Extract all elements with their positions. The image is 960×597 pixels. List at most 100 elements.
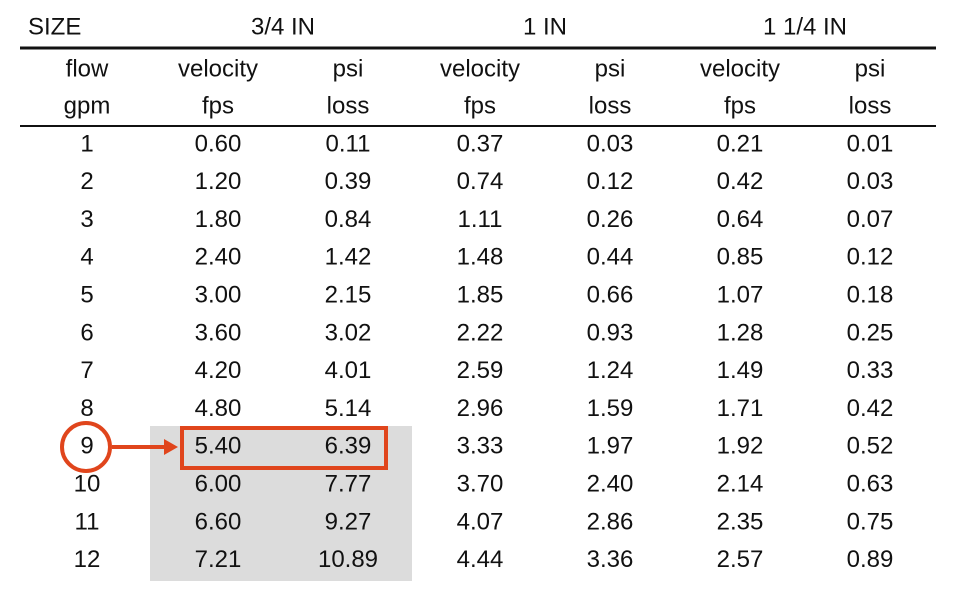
table-cell: 0.60 — [195, 130, 242, 157]
table-cell: 1.28 — [717, 319, 764, 346]
table-cell: 1.71 — [717, 395, 764, 422]
table-cell: 2.22 — [457, 319, 504, 346]
table-cell: 0.01 — [847, 130, 894, 157]
column-header: velocity — [700, 55, 780, 82]
table-cell: 11 — [75, 508, 100, 535]
highlight-circle — [60, 421, 112, 473]
table-cell: 1.11 — [458, 206, 503, 233]
table-cell: 6.00 — [195, 471, 242, 498]
size-header: SIZE — [28, 13, 81, 40]
column-header: psi — [595, 55, 626, 82]
table-cell: 0.85 — [717, 244, 764, 271]
shaded-region — [150, 426, 412, 581]
table-cell: 6 — [80, 319, 93, 346]
column-header: velocity — [440, 55, 520, 82]
table-cell: 3.00 — [195, 282, 242, 309]
table-cell: 0.74 — [457, 168, 504, 195]
table-cell: 2.96 — [457, 395, 504, 422]
table-cell: 4.20 — [195, 357, 242, 384]
table-cell: 0.39 — [325, 168, 372, 195]
table-cell: 7.21 — [195, 546, 242, 573]
column-header: flow — [66, 55, 109, 82]
table-cell: 0.33 — [847, 357, 894, 384]
table-cell: 0.18 — [847, 282, 894, 309]
table-cell: 2.59 — [457, 357, 504, 384]
table-cell: 1.49 — [717, 357, 764, 384]
table-cell: 0.37 — [457, 130, 504, 157]
highlight-box — [180, 426, 388, 470]
table-cell: 4.80 — [195, 395, 242, 422]
table-cell: 1.85 — [457, 282, 504, 309]
table-cell: 1.24 — [587, 357, 634, 384]
table-cell: 0.84 — [325, 206, 372, 233]
table-cell: 0.12 — [847, 244, 894, 271]
column-header: gpm — [64, 92, 111, 119]
table-cell: 0.25 — [847, 319, 894, 346]
table-cell: 6.60 — [195, 508, 242, 535]
table-cell: 5.40 — [195, 433, 242, 460]
column-header: loss — [589, 92, 632, 119]
table-cell: 0.21 — [717, 130, 764, 157]
table-cell: 4 — [80, 244, 93, 271]
table-cell: 1.97 — [587, 433, 634, 460]
table-cell: 12 — [74, 546, 101, 573]
table-cell: 1.80 — [195, 206, 242, 233]
table-cell: 2.57 — [717, 546, 764, 573]
table-cell: 1.59 — [587, 395, 634, 422]
table-cell: 9 — [80, 433, 93, 460]
table-cell: 2.86 — [587, 508, 634, 535]
table-cell: 0.12 — [587, 168, 634, 195]
table-cell: 0.44 — [587, 244, 634, 271]
table-cell: 0.64 — [717, 206, 764, 233]
table-cell: 3 — [80, 206, 93, 233]
table-cell: 0.03 — [587, 130, 634, 157]
table-cell: 2.35 — [717, 508, 764, 535]
table-cell: 1.42 — [325, 244, 372, 271]
table-cell: 0.75 — [847, 508, 894, 535]
table-cell: 2.40 — [587, 471, 634, 498]
table-cell: 10 — [74, 471, 101, 498]
table-cell: 10.89 — [318, 546, 378, 573]
column-header: psi — [333, 55, 364, 82]
column-header: loss — [327, 92, 370, 119]
table-cell: 3.33 — [457, 433, 504, 460]
table-cell: 0.07 — [847, 206, 894, 233]
table-cell: 1.07 — [717, 282, 764, 309]
column-header: loss — [849, 92, 892, 119]
table-cell: 1.20 — [195, 168, 242, 195]
table-cell: 2 — [80, 168, 93, 195]
table-cell: 7.77 — [325, 471, 372, 498]
table-cell: 3.60 — [195, 319, 242, 346]
table-cell: 0.26 — [587, 206, 634, 233]
table-cell: 1 — [80, 130, 93, 157]
table-cell: 9.27 — [325, 508, 372, 535]
table-cell: 7 — [80, 357, 93, 384]
table-cell: 0.11 — [326, 130, 371, 157]
table-cell: 0.89 — [847, 546, 894, 573]
table-cell: 0.66 — [587, 282, 634, 309]
table-cell: 0.63 — [847, 471, 894, 498]
size-header: 1 IN — [523, 13, 567, 40]
table-cell: 4.07 — [457, 508, 504, 535]
table-cell: 6.39 — [325, 433, 372, 460]
table-cell: 5.14 — [325, 395, 372, 422]
table-cell: 8 — [80, 395, 93, 422]
column-header: fps — [464, 92, 496, 119]
table-cell: 0.03 — [847, 168, 894, 195]
table-cell: 1.48 — [457, 244, 504, 271]
table-cell: 2.14 — [717, 471, 764, 498]
size-header: 3/4 IN — [251, 13, 315, 40]
table-cell: 4.01 — [325, 357, 372, 384]
table-cell: 0.93 — [587, 319, 634, 346]
table-cell: 0.42 — [717, 168, 764, 195]
table-cell: 1.92 — [717, 433, 764, 460]
arrow-head — [164, 439, 178, 455]
table-cell: 0.52 — [847, 433, 894, 460]
column-header: fps — [202, 92, 234, 119]
size-header: 1 1/4 IN — [763, 13, 847, 40]
table-cell: 3.36 — [587, 546, 634, 573]
table-cell: 3.02 — [325, 319, 372, 346]
table-cell: 5 — [80, 282, 93, 309]
table-cell: 2.40 — [195, 244, 242, 271]
